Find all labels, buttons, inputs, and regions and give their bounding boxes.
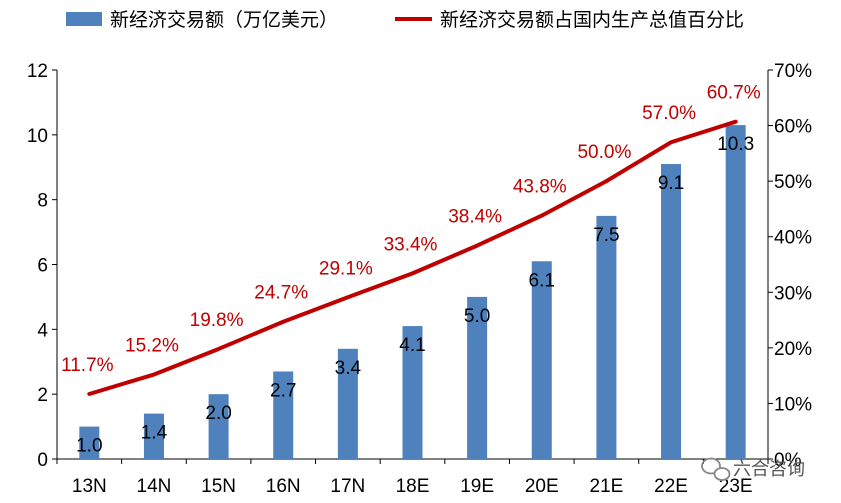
left-axis-tick-label: 6: [37, 256, 48, 277]
right-axis-tick-label: 40%: [774, 228, 812, 249]
legend: 新经济交易额（万亿美元） 新经济交易额占国内生产总值百分比: [66, 9, 744, 31]
line-data-label: 24.7%: [254, 283, 308, 304]
bar-data-label: 10.3: [717, 134, 754, 155]
line-data-label: 38.4%: [448, 207, 502, 228]
x-axis-tick-label: 19E: [460, 476, 494, 497]
left-axis-tick-label: 12: [27, 61, 48, 82]
bar-series: [79, 125, 746, 459]
x-axis-tick-label: 23E: [719, 476, 753, 497]
right-axis-tick-label: 50%: [774, 172, 812, 193]
wechat-icon: [701, 457, 731, 481]
line-data-label: 19.8%: [190, 310, 244, 331]
line-data-label: 60.7%: [707, 83, 761, 104]
bar: [402, 326, 423, 459]
x-axis-tick-label: 13N: [72, 476, 107, 497]
bar-data-label: 2.7: [270, 380, 296, 401]
bar: [337, 348, 358, 459]
legend-line-label: 新经济交易额占国内生产总值百分比: [440, 9, 744, 31]
x-axis-tick-label: 15N: [201, 476, 236, 497]
line-data-label: 43.8%: [513, 177, 567, 198]
left-axis-tick-label: 4: [37, 320, 48, 341]
watermark: 六合咨询: [701, 457, 805, 481]
line-series: [87, 119, 738, 396]
x-axis-tick-label: 14N: [137, 476, 172, 497]
bar-data-label: 9.1: [658, 173, 684, 194]
bar: [467, 296, 488, 459]
bar-data-label: 1.4: [141, 423, 168, 444]
line-data-label: 29.1%: [319, 258, 373, 279]
bar-data-labels: 1.0 1.4 2.0 2.7 3.4 4.1 5.0 6.1 7.5 9.1 10.3: [76, 134, 754, 456]
x-axis-tick-label: 22E: [654, 476, 688, 497]
x-axis-tick-label: 17N: [330, 476, 365, 497]
x-axis-tick-label: 16N: [266, 476, 301, 497]
watermark-text: 六合咨询: [733, 459, 805, 480]
line-data-label: 50.0%: [577, 142, 631, 163]
bar: [725, 125, 746, 459]
bar: [596, 215, 617, 459]
left-axis-tick-label: 10: [27, 126, 48, 147]
bar: [661, 164, 682, 459]
legend-bar-label: 新经济交易额（万亿美元）: [110, 9, 338, 31]
legend-bar-swatch: [66, 12, 102, 26]
bar-data-label: 5.0: [464, 306, 490, 327]
axes: 0 2 4 6 8 10 12 0% 10% 20% 30% 40% 50% 60% 70% 13N 14N 15…: [27, 61, 812, 497]
x-axis-tick-label: 18E: [396, 476, 430, 497]
line-data-labels: 11.7% 15.2% 19.8% 24.7% 29.1% 33.4% 38.4% 43.8%…: [61, 83, 761, 376]
line-data-label: 11.7%: [61, 355, 114, 376]
bar-data-label: 6.1: [529, 270, 555, 291]
right-axis-tick-label: 30%: [774, 283, 812, 304]
bar-data-label: 3.4: [335, 358, 362, 379]
bar-data-label: 7.5: [593, 225, 619, 246]
left-axis-tick-label: 8: [37, 191, 48, 212]
x-axis-tick-label: 20E: [525, 476, 559, 497]
line-path: [87, 119, 738, 396]
bar-data-label: 4.1: [399, 335, 425, 356]
right-axis-tick-label: 70%: [774, 61, 812, 82]
right-axis-tick-label: 0%: [774, 450, 802, 471]
bar: [531, 261, 552, 459]
bar: [143, 413, 164, 459]
bar: [273, 371, 294, 459]
x-axis-tick-label: 21E: [590, 476, 624, 497]
right-axis-tick-label: 10%: [774, 394, 812, 415]
line-data-label: 33.4%: [384, 234, 438, 255]
line-data-label: 57.0%: [642, 103, 696, 124]
bar-data-label: 1.0: [76, 436, 102, 457]
bar: [208, 394, 229, 459]
bar-data-label: 2.0: [205, 403, 231, 424]
left-axis-tick-label: 0: [37, 450, 48, 471]
bar: [79, 426, 100, 459]
right-axis-tick-label: 20%: [774, 339, 812, 360]
right-axis-tick-label: 60%: [774, 117, 812, 138]
left-axis-tick-label: 2: [37, 385, 48, 406]
line-data-label: 15.2%: [125, 336, 179, 357]
